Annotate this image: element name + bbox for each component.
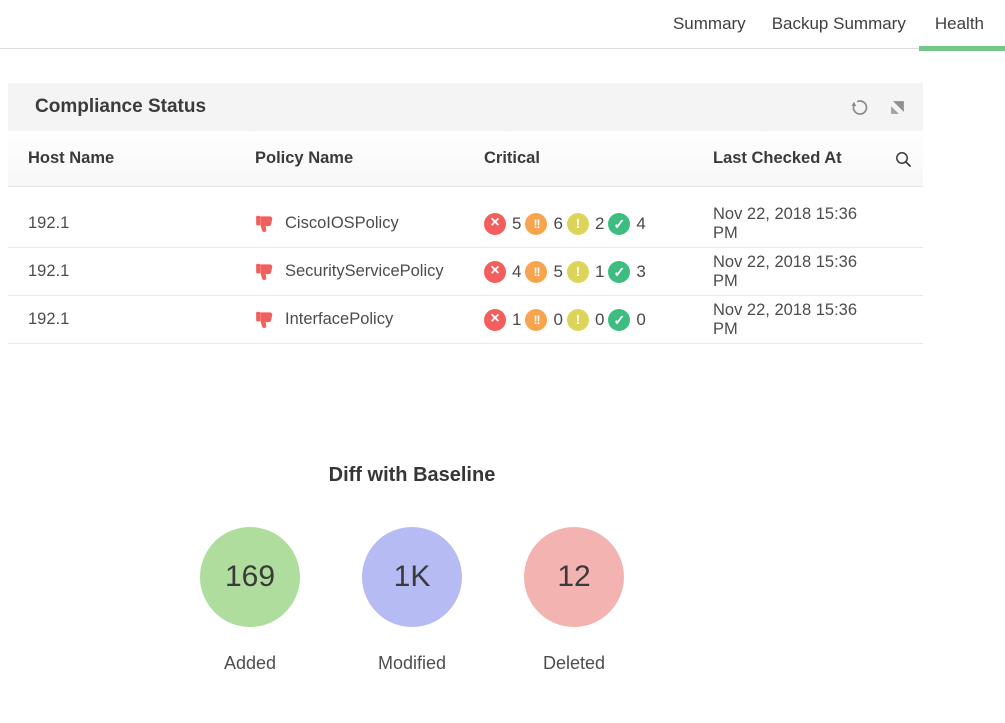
- ok-count: 0: [636, 309, 646, 329]
- deleted-count-circle: 12: [524, 527, 624, 627]
- diff-title: Diff with Baseline: [328, 464, 496, 486]
- policy-name-cell: SecurityServicePolicy: [241, 261, 466, 282]
- error-count: 1: [512, 309, 522, 329]
- panel-actions: [850, 97, 907, 117]
- ok-status-icon: ✓: [608, 212, 631, 235]
- major-status-icon: !!: [525, 260, 548, 283]
- added-count-circle: 169: [200, 527, 300, 627]
- modified-count: 1K: [393, 560, 431, 593]
- tab-backup-summary[interactable]: Backup Summary: [771, 14, 906, 33]
- column-header-policy-name[interactable]: Policy Name: [255, 149, 354, 167]
- table-header-row: Host Name Policy Name Critical Last Chec…: [8, 131, 923, 187]
- last-checked-cell: Nov 22, 2018 15:36 PM: [713, 300, 858, 338]
- thumbs-down-icon: [255, 309, 276, 330]
- deleted-label: Deleted: [542, 653, 606, 673]
- ok-count: 3: [636, 261, 646, 281]
- table-row[interactable]: 192.1 CiscoIOSPolicy × 5 !! 6 ! 2 ✓ 4: [8, 200, 923, 248]
- deleted-count: 12: [557, 560, 591, 593]
- ok-status-icon: ✓: [608, 260, 631, 283]
- tab-summary[interactable]: Summary: [672, 14, 746, 33]
- column-header-host-name[interactable]: Host Name: [28, 149, 115, 167]
- policy-name-cell: InterfacePolicy: [241, 309, 466, 330]
- expand-icon[interactable]: [887, 97, 907, 117]
- diff-circles: 169 Added 1K Modified 12 Deleted: [0, 527, 824, 674]
- host-name-cell: 192.1: [28, 310, 70, 328]
- error-status-icon: ×: [484, 212, 506, 235]
- policy-name: InterfacePolicy: [285, 310, 394, 328]
- warning-count: 1: [594, 261, 605, 281]
- error-count: 4: [512, 261, 522, 281]
- warning-status-icon: !: [566, 212, 589, 235]
- last-checked-cell: Nov 22, 2018 15:36 PM: [713, 252, 858, 290]
- ok-count: 4: [636, 213, 646, 233]
- added-label: Added: [223, 653, 277, 673]
- diff-item-added: 169 Added: [200, 527, 300, 674]
- critical-cell: × 5 !! 6 ! 2 ✓ 4: [466, 212, 696, 235]
- policy-name: CiscoIOSPolicy: [285, 214, 399, 232]
- major-count: 6: [553, 213, 563, 233]
- table-row[interactable]: 192.1 InterfacePolicy × 1 !! 0 ! 0 ✓ 0: [8, 296, 923, 344]
- compliance-status-panel: Compliance Status Host Name Policy Name …: [8, 83, 923, 344]
- major-status-icon: !!: [525, 308, 548, 331]
- column-header-critical[interactable]: Critical: [484, 149, 540, 167]
- ok-status-icon: ✓: [608, 308, 631, 331]
- thumbs-down-icon: [255, 213, 276, 234]
- thumbs-down-icon: [255, 261, 276, 282]
- major-count: 0: [553, 309, 563, 329]
- column-header-last-checked[interactable]: Last Checked At: [713, 149, 842, 167]
- modified-label: Modified: [377, 653, 447, 673]
- panel-header: Compliance Status: [8, 83, 923, 131]
- critical-cell: × 4 !! 5 ! 1 ✓ 3: [466, 260, 696, 283]
- critical-cell: × 1 !! 0 ! 0 ✓ 0: [466, 308, 696, 331]
- policy-name-cell: CiscoIOSPolicy: [241, 213, 466, 234]
- table-row[interactable]: 192.1 SecurityServicePolicy × 4 !! 5 ! 1…: [8, 248, 923, 296]
- error-count: 5: [512, 213, 522, 233]
- major-status-icon: !!: [525, 212, 548, 235]
- diff-item-modified: 1K Modified: [362, 527, 462, 674]
- error-status-icon: ×: [484, 308, 506, 331]
- error-status-icon: ×: [484, 260, 506, 283]
- panel-title: Compliance Status: [35, 96, 207, 117]
- warning-status-icon: !: [566, 308, 589, 331]
- diff-item-deleted: 12 Deleted: [524, 527, 624, 674]
- last-checked-cell: Nov 22, 2018 15:36 PM: [713, 204, 858, 242]
- tab-health[interactable]: Health: [918, 0, 1005, 51]
- warning-count: 0: [594, 309, 605, 329]
- table-body: 192.1 CiscoIOSPolicy × 5 !! 6 ! 2 ✓ 4: [8, 187, 923, 344]
- warning-count: 2: [594, 213, 605, 233]
- tab-bar: Summary Backup Summary Health: [660, 0, 1005, 51]
- top-navigation: Summary Backup Summary Health: [0, 0, 1005, 51]
- warning-status-icon: !: [566, 260, 589, 283]
- diff-with-baseline-section: Diff with Baseline 169 Added 1K Modified…: [0, 464, 824, 674]
- refresh-icon[interactable]: [850, 97, 870, 117]
- added-count: 169: [224, 560, 276, 593]
- search-icon[interactable]: [893, 149, 913, 169]
- modified-count-circle: 1K: [362, 527, 462, 627]
- policy-name: SecurityServicePolicy: [285, 262, 444, 280]
- major-count: 5: [553, 261, 563, 281]
- host-name-cell: 192.1: [28, 214, 70, 232]
- host-name-cell: 192.1: [28, 262, 70, 280]
